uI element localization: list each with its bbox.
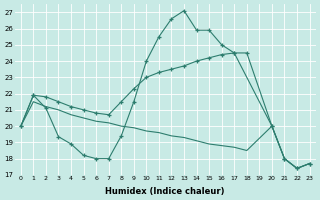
X-axis label: Humidex (Indice chaleur): Humidex (Indice chaleur) bbox=[106, 187, 225, 196]
